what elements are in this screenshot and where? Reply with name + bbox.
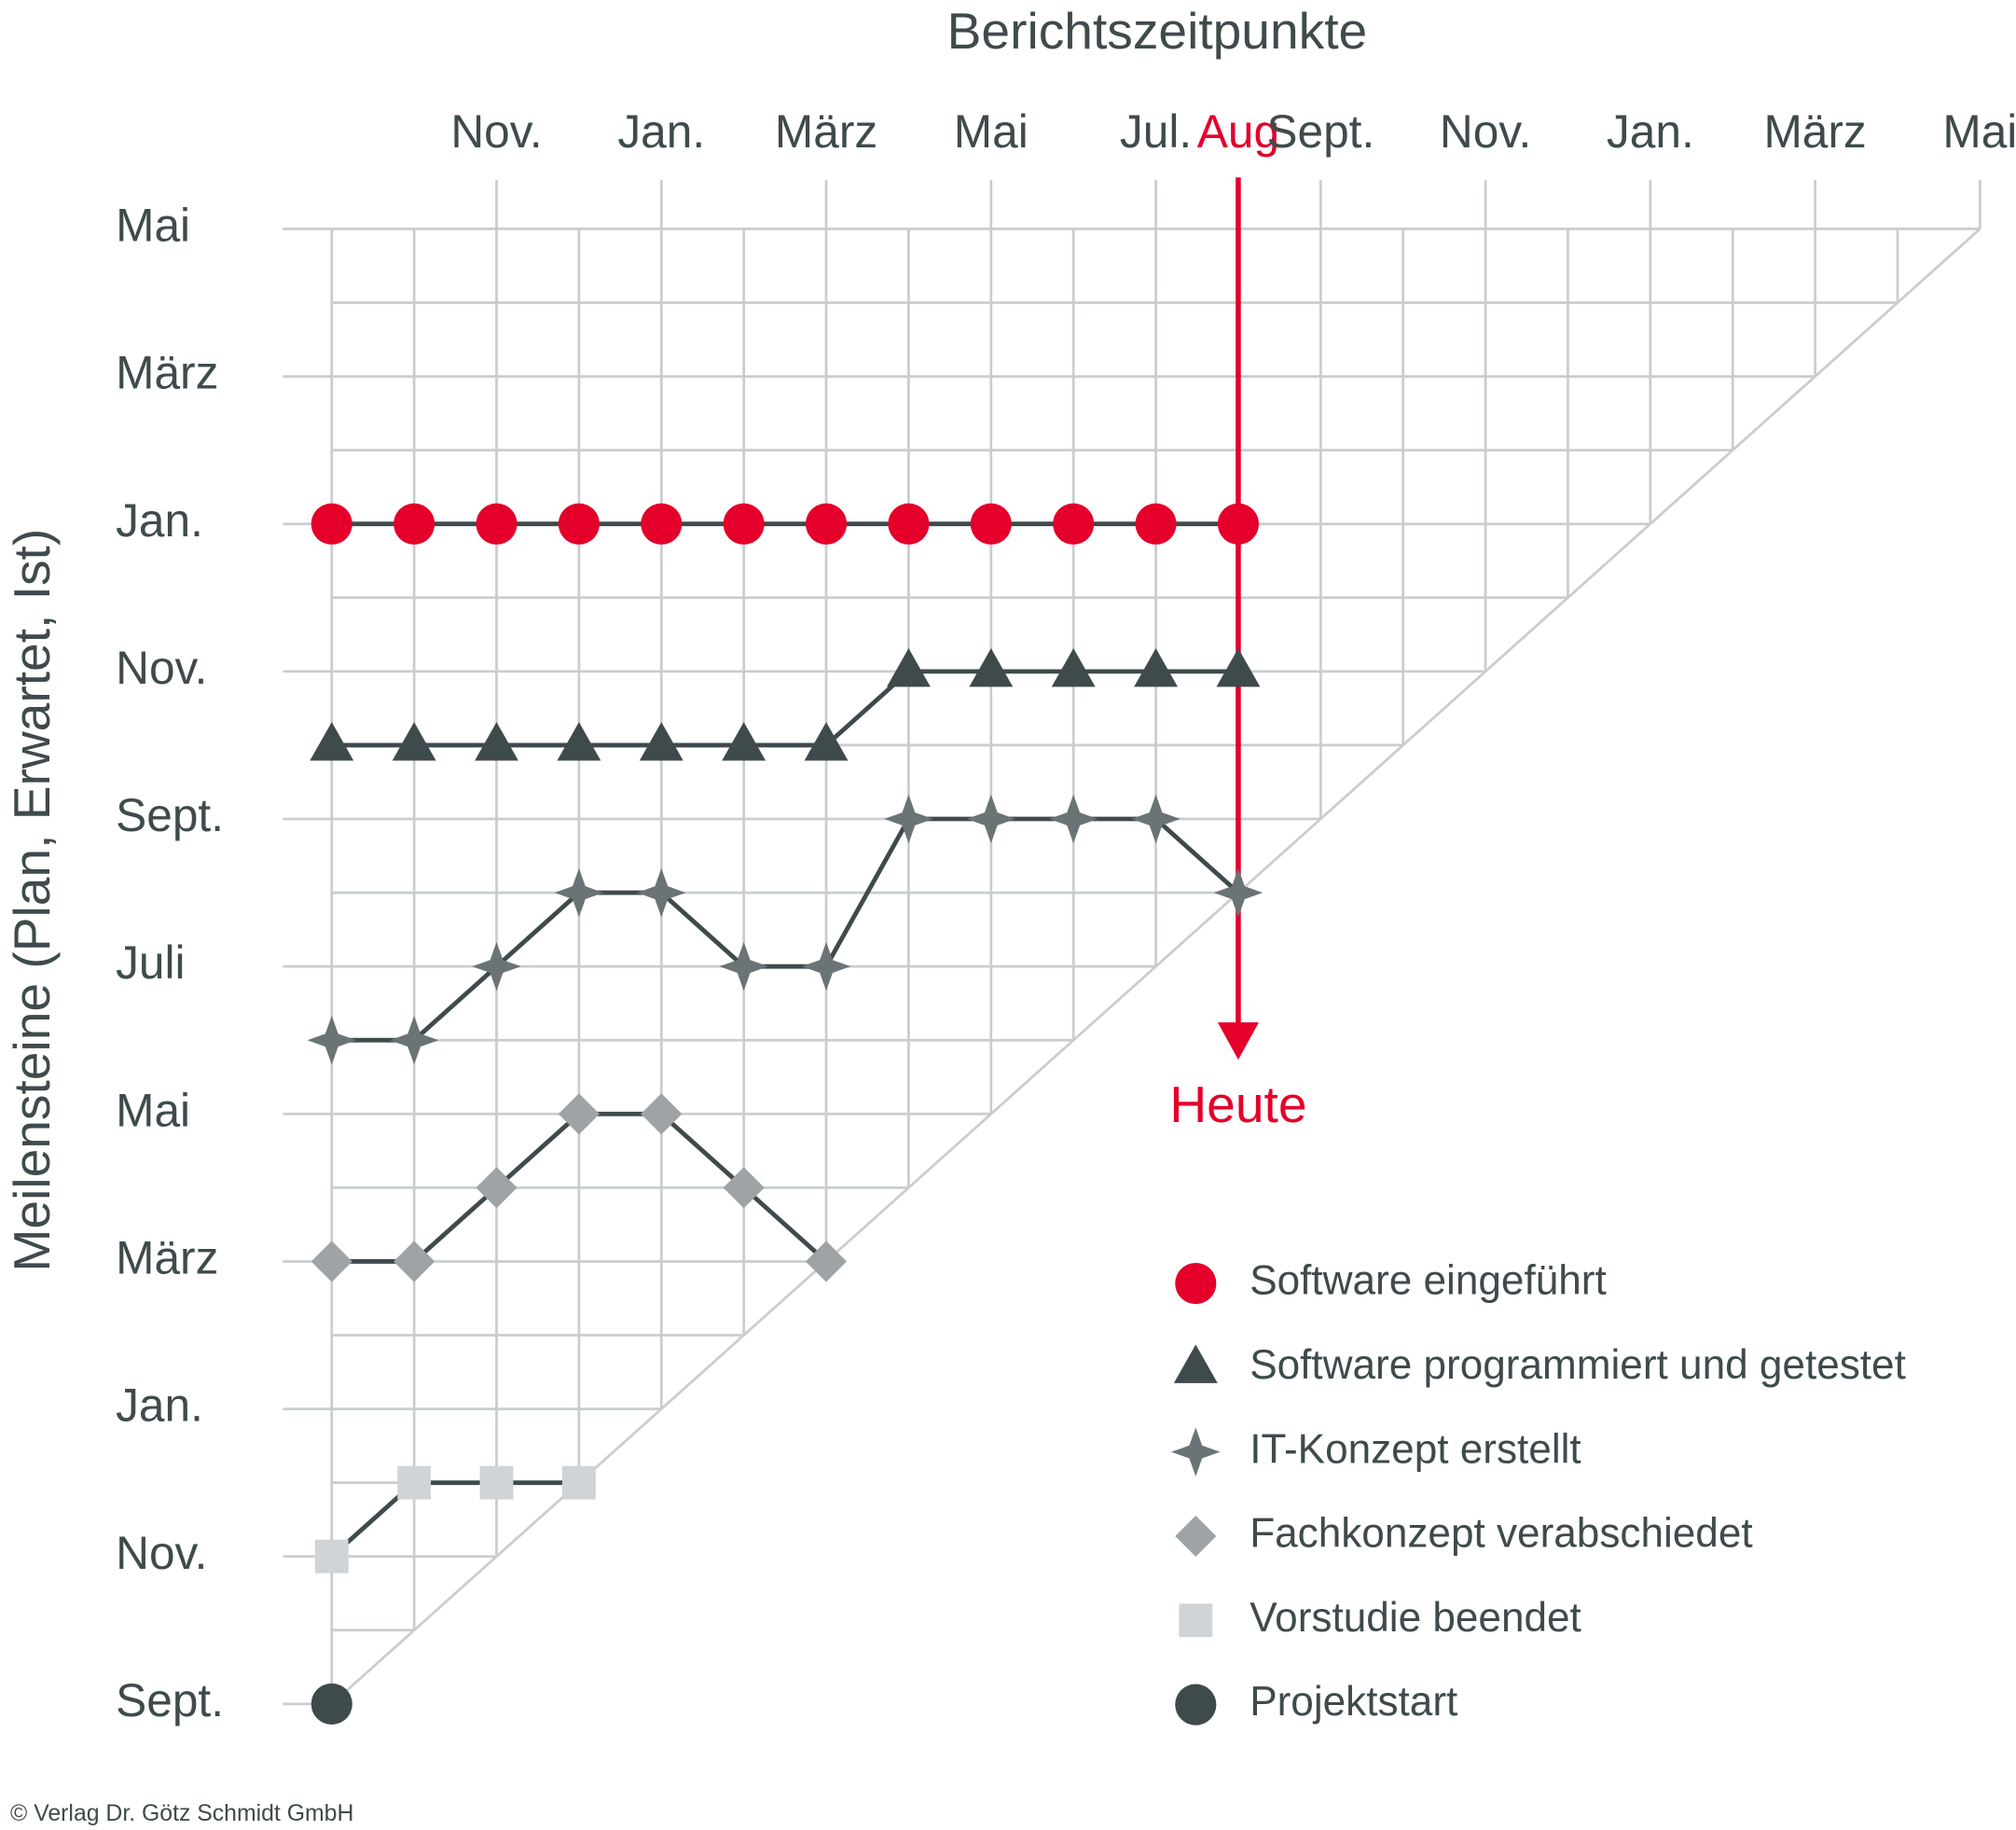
marker-star (884, 794, 933, 844)
chart-title: Berichtszeitpunkte (947, 2, 1368, 60)
series-line (331, 816, 1240, 1043)
marker-circle (394, 503, 435, 545)
marker-circle (476, 503, 518, 545)
legend-label: Fachkonzept verabschiedet (1250, 1511, 1752, 1557)
marker-triangle (1173, 1344, 1218, 1383)
marker-circle (1135, 503, 1177, 545)
marker-star (389, 1016, 439, 1065)
marker-star (1213, 867, 1263, 918)
marker-circle (311, 503, 352, 545)
y-tick-label: Jan. (116, 494, 203, 547)
x-tick-label: Jan. (1607, 105, 1694, 158)
x-tick-label: Mai (954, 105, 1029, 158)
marker-circle (1175, 1262, 1217, 1305)
diagonal (330, 228, 1981, 1705)
marker-triangle (639, 722, 684, 761)
marker-triangle (969, 648, 1014, 687)
marker-circle (723, 503, 765, 545)
y-tick-label: März (116, 347, 218, 399)
marker-circle (888, 503, 930, 545)
legend-label: Vorstudie beendet (1250, 1595, 1581, 1641)
marker-square (397, 1465, 432, 1500)
marker-triangle (804, 722, 849, 761)
marker-circle (641, 503, 683, 545)
legend-label: IT-Konzept erstellt (1250, 1426, 1581, 1472)
marker-circle (1053, 503, 1095, 545)
marker-circle (1217, 503, 1259, 545)
marker-star (801, 941, 851, 991)
x-tick-label: Mai (1942, 105, 2016, 158)
y-tick-label: Nov. (116, 642, 207, 694)
today-label: Heute (1169, 1075, 1306, 1133)
marker-triangle (557, 722, 601, 761)
marker-star (1171, 1427, 1221, 1476)
marker-star (307, 1016, 356, 1065)
y-tick-label: Sept. (116, 789, 224, 841)
marker-triangle (1134, 648, 1178, 687)
marker-circle (558, 503, 600, 545)
x-tick-label: Sept. (1266, 105, 1374, 158)
marker-triangle (392, 722, 436, 761)
footer: © Verlag Dr. Götz Schmidt GmbH (10, 1801, 353, 1826)
marker-square (561, 1465, 596, 1500)
y-tick-label: Jan. (116, 1379, 203, 1432)
y-tick-label: Juli (116, 936, 185, 989)
y-tick-label: Sept. (116, 1674, 224, 1726)
marker-circle (311, 1683, 352, 1725)
y-axis-label: Meilensteine (Plan, Erwartet, Ist) (3, 529, 61, 1272)
marker-circle (970, 503, 1012, 545)
marker-star (1131, 794, 1181, 844)
marker-triangle (310, 722, 354, 761)
x-tick-label: Aug (1197, 105, 1279, 158)
marker-star (966, 794, 1015, 844)
x-tick-label: März (1763, 105, 1866, 158)
marker-diamond (1175, 1515, 1217, 1558)
series-line (330, 1480, 579, 1559)
series-line (331, 669, 1238, 748)
marker-triangle (722, 722, 766, 761)
marker-triangle (475, 722, 518, 761)
y-tick-label: Mai (116, 200, 190, 252)
marker-star (719, 941, 768, 991)
marker-square (1179, 1603, 1213, 1638)
x-tick-label: Nov. (1440, 105, 1531, 158)
legend-label: Software eingeführt (1250, 1258, 1607, 1304)
legend-label: Projektstart (1250, 1679, 1457, 1725)
marker-square (479, 1465, 514, 1500)
marker-star (554, 867, 604, 918)
marker-triangle (886, 648, 931, 687)
marker-diamond (723, 1167, 765, 1209)
x-tick-label: März (775, 105, 877, 158)
y-tick-label: März (116, 1232, 218, 1284)
marker-circle (1175, 1684, 1217, 1726)
x-tick-label: Jul. (1120, 105, 1192, 158)
marker-diamond (311, 1241, 352, 1282)
y-tick-label: Mai (116, 1084, 190, 1136)
legend-label: Software programmiert und getestet (1250, 1342, 1906, 1388)
marker-star (1048, 794, 1098, 844)
marker-star (637, 867, 686, 918)
marker-star (472, 941, 521, 991)
today-arrow (1217, 1022, 1259, 1061)
marker-triangle (1051, 648, 1096, 687)
marker-square (314, 1539, 349, 1574)
x-tick-label: Nov. (450, 105, 542, 158)
marker-triangle (1216, 648, 1261, 687)
y-tick-label: Nov. (116, 1527, 207, 1579)
marker-circle (805, 503, 848, 545)
x-tick-label: Jan. (617, 105, 705, 158)
